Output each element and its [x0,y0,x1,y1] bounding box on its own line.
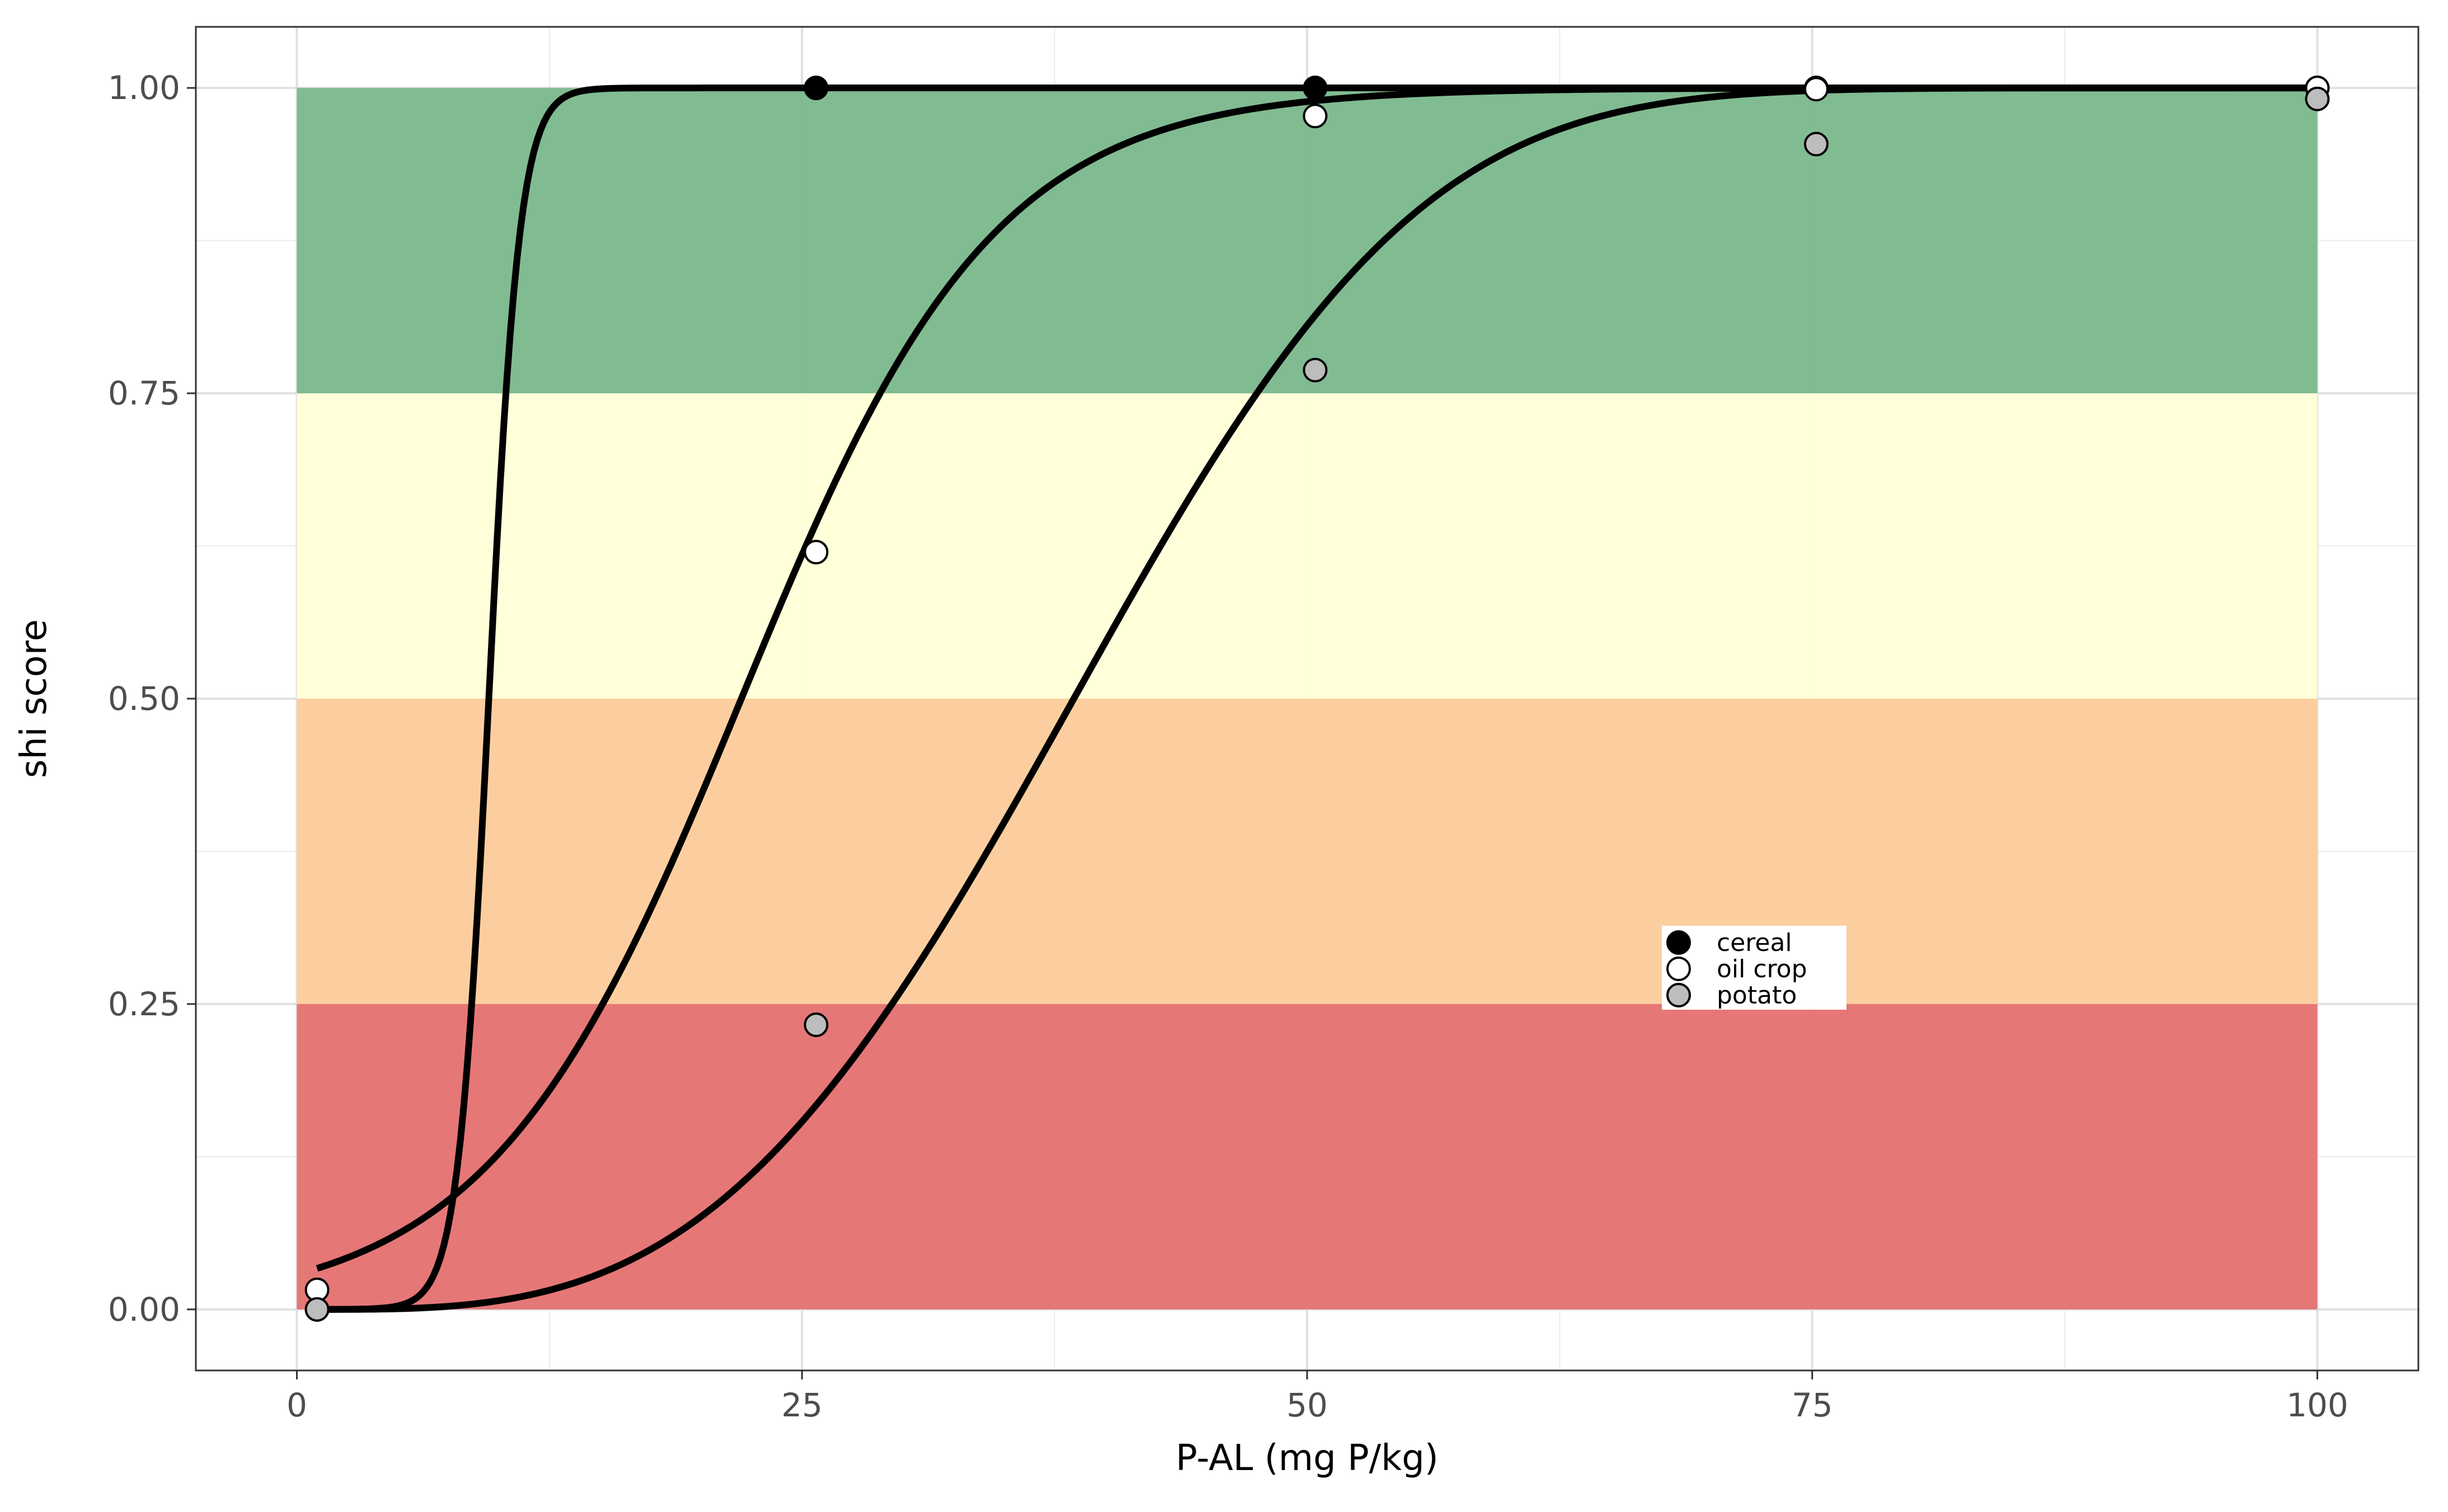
point-potato [804,1012,829,1038]
point-potato [1303,357,1328,383]
x-tick-label: 50 [1286,1386,1328,1424]
legend-label: oil crop [1717,955,1807,983]
legend-box [1662,926,1846,1010]
y-tick-label: 1.00 [108,69,180,107]
legend-label: potato [1717,981,1797,1010]
y-tick-label: 0.50 [108,680,180,718]
point-potato [2305,86,2330,111]
y-tick-label: 0.00 [108,1290,180,1329]
legend-label: cereal [1717,929,1792,957]
score-band [297,88,2318,394]
point-oil-crop [804,539,829,564]
point-cereal [804,76,829,101]
axes: 0 25 50 75 100 0.00 0.25 0.50 0.75 1.00 [108,69,2348,1424]
score-band [297,1004,2318,1310]
legend-key [1666,957,1691,981]
y-tick-label: 0.25 [108,985,180,1023]
point-oil-crop [1303,103,1328,129]
x-tick-label: 25 [781,1386,823,1424]
point-potato [1803,131,1829,157]
x-tick-label: 0 [286,1386,307,1424]
x-tick-label: 100 [2286,1386,2348,1424]
score-band [297,699,2318,1004]
x-tick-label: 75 [1792,1386,1833,1424]
point-cereal [1303,76,1328,101]
legend-key [1666,983,1691,1007]
legend-key [1666,930,1691,955]
y-tick-label: 0.75 [108,374,180,412]
score-band [297,393,2318,699]
y-axis-title: shi score [13,619,55,778]
point-potato [304,1297,330,1322]
score-bands [297,88,2318,1310]
data-points [304,76,2330,1322]
point-oil-crop [1803,77,1829,102]
curve-potato [317,84,2318,1313]
x-axis-title: P-AL (mg P/kg) [1176,1438,1439,1479]
